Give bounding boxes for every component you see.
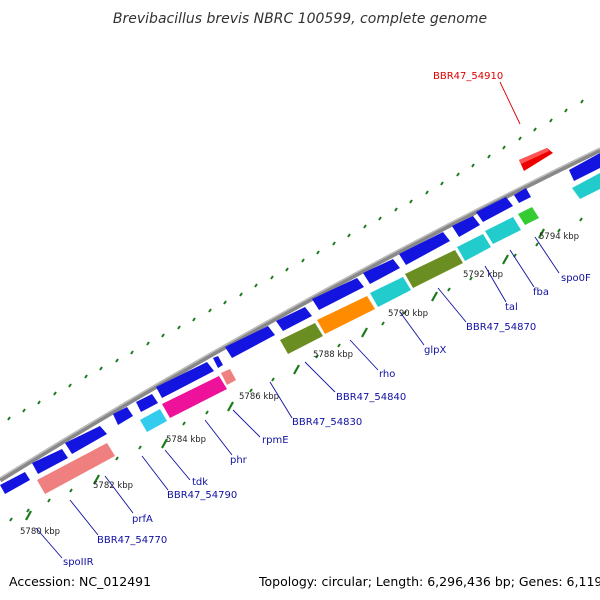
gene-label[interactable]: spo0F — [561, 273, 591, 284]
gene-label[interactable]: rpmE — [262, 435, 289, 446]
gene-tal[interactable] — [457, 234, 491, 261]
gene-rpmE[interactable] — [221, 369, 236, 385]
label-leaders — [36, 237, 559, 558]
gene-label[interactable]: BBR47_54870 — [466, 322, 536, 333]
gene-label[interactable]: fba — [533, 287, 549, 298]
gene-label[interactable]: spoIIR — [63, 557, 94, 568]
gene-block[interactable] — [213, 356, 223, 368]
tick-label: 5786 kbp — [239, 392, 279, 402]
gene-label[interactable]: glpX — [424, 345, 446, 356]
gene-label[interactable]: phr — [230, 455, 248, 466]
gene-spo0F[interactable] — [518, 207, 539, 225]
tick-label: 5788 kbp — [313, 350, 353, 360]
gene-tdk[interactable] — [140, 409, 167, 432]
gene-label[interactable]: tdk — [192, 477, 208, 488]
map-title: Brevibacillus brevis NBRC 100599, comple… — [113, 11, 487, 27]
topology-text: Topology: circular; Length: 6,296,436 bp… — [258, 574, 600, 589]
gene-glpX[interactable] — [370, 277, 411, 307]
gene-label[interactable]: BBR47_54770 — [97, 535, 167, 546]
gene-label[interactable]: BBR47_54790 — [167, 490, 237, 501]
gene-label[interactable]: prfA — [132, 514, 153, 525]
tick-label: 5790 kbp — [388, 309, 428, 319]
highlight-leader — [500, 82, 520, 124]
accession-text: Accession: NC_012491 — [9, 574, 151, 589]
tick-label: 5784 kbp — [166, 435, 206, 445]
gene-label-highlighted[interactable]: BBR47_54910 — [433, 71, 503, 82]
gene-label[interactable]: BBR47_54830 — [292, 417, 362, 428]
tick-label: 5794 kbp — [539, 232, 579, 242]
tick-label: 5792 kbp — [463, 270, 503, 280]
gene-label[interactable]: BBR47_54840 — [336, 392, 406, 403]
gene-fba[interactable] — [485, 217, 521, 244]
gene-label[interactable]: rho — [379, 369, 395, 380]
reverse-strand-genes — [37, 173, 600, 494]
gene-label[interactable]: tal — [505, 302, 518, 313]
